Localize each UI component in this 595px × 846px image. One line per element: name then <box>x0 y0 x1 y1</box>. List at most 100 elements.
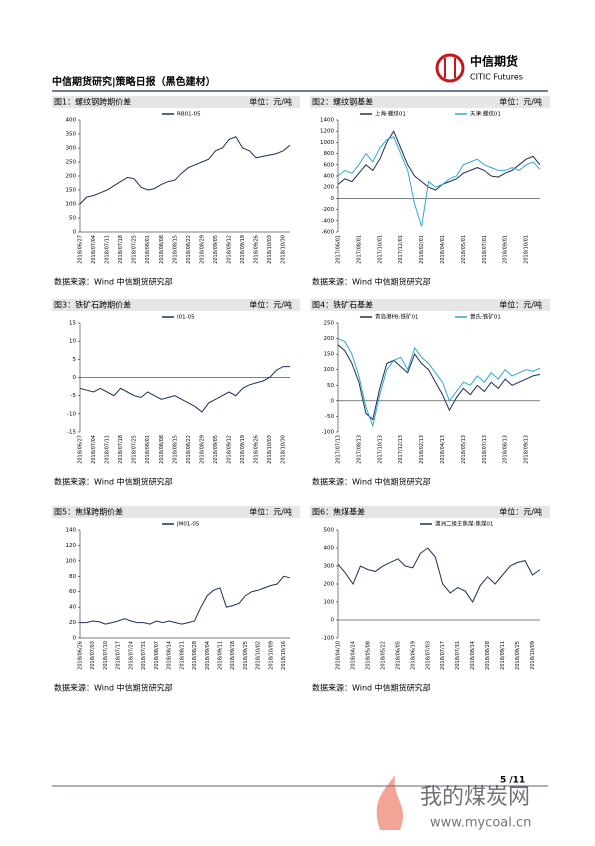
y-tick-label: 300 <box>324 564 335 570</box>
x-tick-label: 2018/05/13 <box>461 435 467 464</box>
y-tick-label: 350 <box>66 132 77 138</box>
header-title: 中信期货研究|策略日报（黑色建材） <box>52 75 216 88</box>
panel-source: 数据来源：Wind 中信期货研究部 <box>312 277 431 287</box>
panel-unit: 单位：元/吨 <box>499 300 542 310</box>
x-tick-label: 2018/04/13 <box>440 435 446 464</box>
data-line <box>337 547 541 604</box>
legend-label: 天津:螺纹01 <box>470 110 501 118</box>
x-tick-label: 2018/09/12 <box>227 435 233 464</box>
y-tick-label: 20 <box>69 620 76 626</box>
panel-unit: 单位：元/吨 <box>249 97 292 107</box>
panel-title: 图1：螺纹钢跨期价差 <box>54 97 131 107</box>
x-tick-label: 2018/08/28 <box>485 641 491 670</box>
x-tick-label: 2018/10/09 <box>530 641 536 670</box>
x-tick-label: 2018/07/04 <box>91 235 97 264</box>
x-tick-label: 2018/06/05 <box>395 641 401 670</box>
x-tick-label: 2018/09/01 <box>503 235 509 264</box>
data-line <box>80 575 291 625</box>
x-tick-label: 2018/07/03 <box>90 641 96 670</box>
panel-unit: 单位：元/吨 <box>499 507 542 517</box>
y-tick-label: 150 <box>66 188 77 194</box>
y-tick-label: 0 <box>73 375 77 381</box>
x-tick-label: 2018/10/03 <box>267 435 273 464</box>
y-tick-label: 15 <box>69 321 76 327</box>
panel-source: 数据来源：Wind 中信期货研究部 <box>312 477 431 487</box>
y-tick-label: 200 <box>324 336 335 342</box>
x-tick-label: 2018/10/30 <box>281 235 287 264</box>
y-tick-label: 100 <box>66 558 77 564</box>
x-tick-label: 2018/07/11 <box>105 435 111 464</box>
y-tick-label: 200 <box>66 174 77 180</box>
y-tick-label: 50 <box>327 383 334 389</box>
x-tick-label: 2017/06/01 <box>336 235 342 264</box>
panel-title-bar <box>310 299 550 311</box>
x-tick-label: 2018/09/25 <box>515 641 521 670</box>
x-tick-label: 2018/02/13 <box>419 435 425 464</box>
panel-source: 数据来源：Wind 中信期货研究部 <box>54 477 173 487</box>
y-tick-label: 40 <box>69 605 76 611</box>
panel-title-bar <box>310 96 550 108</box>
x-tick-label: 2018/07/18 <box>118 235 124 264</box>
y-tick-label: 0 <box>331 618 335 624</box>
x-tick-label: 2017/10/13 <box>377 435 383 464</box>
y-tick-label: 100 <box>66 202 77 208</box>
watermark-name: 我的煤炭网 <box>420 785 530 810</box>
legend-label: JM01-05 <box>176 522 200 528</box>
x-tick-label: 2018/08/08 <box>159 435 165 464</box>
legend-label: RB01-05 <box>177 112 201 118</box>
legend-label: 上海:螺纹01 <box>375 110 406 118</box>
y-tick-label: 200 <box>324 185 335 191</box>
y-tick-label: 0 <box>73 636 77 642</box>
data-line <box>337 130 541 191</box>
y-tick-label: 400 <box>66 118 77 124</box>
x-tick-label: 2018/10/16 <box>281 641 287 670</box>
y-tick-label: 10 <box>69 339 76 345</box>
x-tick-label: 2018/04/10 <box>336 641 342 670</box>
x-tick-label: 2018/06/27 <box>78 235 84 264</box>
x-tick-label: 2018/09/13 <box>524 435 530 464</box>
x-tick-label: 2018/02/01 <box>419 235 425 264</box>
x-tick-label: 2018/05/08 <box>365 641 371 670</box>
x-tick-label: 2018/09/19 <box>240 235 246 264</box>
panel-source: 数据来源：Wind 中信期货研究部 <box>54 277 173 287</box>
y-tick-label: -100 <box>322 430 335 436</box>
y-tick-label: 0 <box>73 230 77 236</box>
x-tick-label: 2018/09/05 <box>213 235 219 264</box>
x-tick-label: 2018/09/11 <box>500 641 506 670</box>
logo-icon <box>435 53 465 83</box>
y-tick-label: 800 <box>324 151 335 157</box>
legend-label: I01-05 <box>177 315 195 321</box>
logo-text: 中信期货 <box>470 54 518 69</box>
y-tick-label: -200 <box>322 207 335 213</box>
x-tick-label: 2018/10/09 <box>268 641 274 670</box>
y-tick-label: 600 <box>324 162 335 168</box>
panel-title-bar <box>52 506 300 518</box>
data-line <box>337 338 541 428</box>
x-tick-label: 2018/07/10 <box>103 641 109 670</box>
y-tick-label: 150 <box>324 352 335 358</box>
panel-title: 图6：焦煤基差 <box>312 507 365 517</box>
panel-title: 图5：焦煤跨期价差 <box>54 507 123 517</box>
data-line <box>337 136 541 227</box>
x-tick-label: 2018/08/22 <box>186 235 192 264</box>
y-tick-label: 100 <box>324 367 335 373</box>
panel-unit: 单位：元/吨 <box>249 300 292 310</box>
panel-title: 图2：螺纹钢基差 <box>312 97 373 107</box>
x-tick-label: 2018/07/25 <box>132 235 138 264</box>
panel-title-bar <box>52 299 300 311</box>
y-tick-label: 400 <box>324 174 335 180</box>
x-tick-label: 2018/07/24 <box>128 641 134 670</box>
x-tick-label: 2018/07/01 <box>482 235 488 264</box>
y-tick-label: 1000 <box>320 140 334 146</box>
legend-label: 普氏:铁矿01 <box>470 313 501 321</box>
x-tick-label: 2017/07/13 <box>336 435 342 464</box>
panel-unit: 单位：元/吨 <box>499 97 542 107</box>
x-tick-label: 2018/09/26 <box>254 435 260 464</box>
y-tick-label: -100 <box>322 636 335 642</box>
x-tick-label: 2017/08/01 <box>356 235 362 264</box>
panel-title-bar <box>310 506 550 518</box>
x-tick-label: 2018/08/28 <box>192 641 198 670</box>
x-tick-label: 2018/08/01 <box>145 435 151 464</box>
